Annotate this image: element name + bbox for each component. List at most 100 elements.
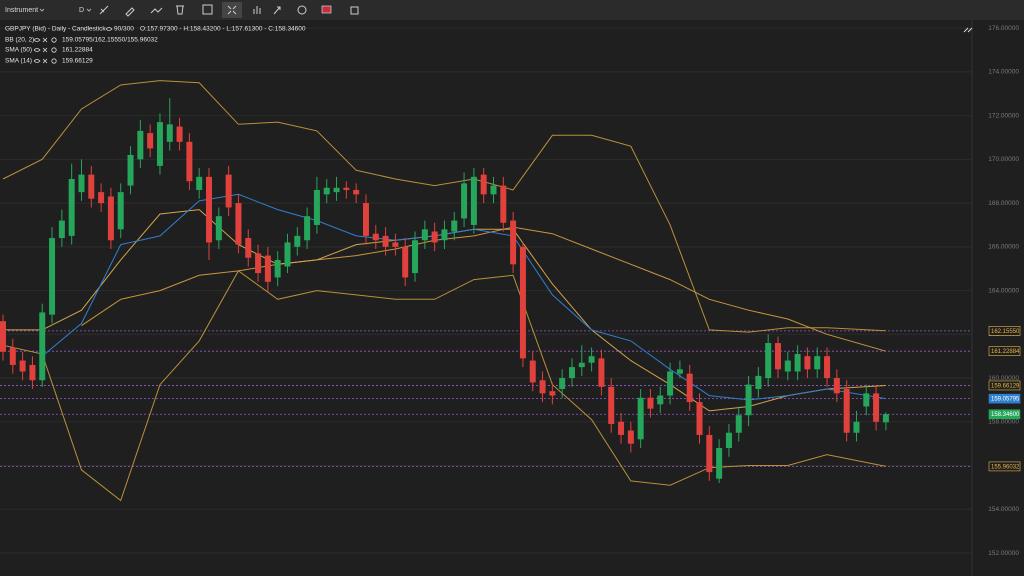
candle-body [833, 378, 840, 394]
candle-body [196, 176, 203, 190]
legend-ohlc: O:157.97300 - H:158.43200 - L:157.61300 … [140, 26, 306, 33]
price-tag-label: 162.15550 [991, 329, 1020, 335]
candle-body [863, 393, 870, 407]
trend-tool[interactable] [150, 7, 163, 14]
candle-body [98, 192, 105, 204]
legend-icons[interactable] [33, 27, 113, 64]
candle-body [745, 384, 752, 416]
plot [0, 80, 889, 502]
legend-title: GBPJPY (Bid) - Daily - Candlestick [5, 26, 106, 33]
price-tags: 152.00000154.00000156.00000158.00000160.… [988, 25, 1021, 557]
sma14-settings[interactable] [51, 58, 57, 64]
candle-body [568, 367, 575, 379]
candle-body [392, 242, 399, 247]
candle-body [608, 386, 615, 424]
y-tick-label: 152.00000 [988, 550, 1019, 557]
bb-controls[interactable] [33, 37, 48, 43]
candle-body [588, 356, 595, 363]
candle-body [804, 356, 811, 370]
candle-body [156, 122, 163, 166]
fullscreen-tool[interactable] [227, 5, 237, 15]
y-tick-label: 164.00000 [988, 287, 1019, 294]
candle-body [578, 362, 585, 368]
dropdown-arrow [86, 8, 92, 12]
timeframe-menu[interactable]: D [79, 7, 84, 14]
price-tag [988, 409, 1021, 420]
legend-sma14-value: 159.66129 [62, 58, 93, 65]
candle-body [215, 216, 222, 241]
candle-body [735, 415, 742, 433]
candle-body [274, 259, 281, 278]
layout-tool[interactable] [202, 4, 213, 15]
price-tag-label: 159.05795 [991, 397, 1020, 403]
candle-body [755, 375, 762, 389]
y-tick-label: 170.00000 [988, 156, 1019, 163]
candle-body [29, 364, 36, 381]
sma50-settings[interactable] [51, 47, 57, 53]
price-tag-label: 158.34600 [991, 412, 1020, 418]
eye-icon[interactable] [105, 27, 113, 31]
candle-body [245, 238, 252, 258]
price-tag [988, 346, 1021, 356]
candle-body [176, 126, 183, 142]
delete-tool[interactable] [176, 5, 184, 15]
legend-sma50-value: 161.22884 [62, 47, 93, 54]
y-tick-label: 160.00000 [988, 375, 1019, 382]
sma50-controls[interactable] [33, 47, 48, 53]
sma-line [81, 226, 887, 352]
candle-body [284, 242, 291, 267]
window-tool[interactable] [350, 6, 359, 15]
toolbar-icons[interactable] [99, 2, 359, 18]
candle-body [598, 358, 605, 387]
candle-body [696, 402, 703, 435]
expand-icon[interactable] [963, 27, 973, 33]
line-tool[interactable] [99, 5, 109, 15]
price-tag-label: 155.96032 [991, 464, 1020, 470]
candle-body [794, 353, 801, 372]
candle-body [353, 189, 360, 195]
candle-body [235, 203, 242, 245]
theme-tool[interactable] [297, 5, 307, 15]
candle-body [127, 154, 134, 186]
candle-body [68, 179, 75, 236]
legend-bb: BB (20, 2) [5, 37, 34, 44]
language-flag[interactable] [321, 5, 332, 14]
legend-bb-value: 159.05795/162.15550/155.96032 [62, 37, 158, 44]
candle-body [461, 183, 468, 219]
y-tick-label: 172.00000 [988, 112, 1019, 119]
indicator-tool[interactable] [253, 6, 261, 14]
price-tag [988, 326, 1021, 336]
candle-body [362, 203, 369, 236]
candle-body [206, 176, 213, 243]
bb-settings[interactable] [51, 37, 57, 43]
legend-sma14: SMA (14) [5, 58, 32, 65]
price-tag [988, 461, 1021, 472]
candle-body [686, 373, 693, 403]
ruler-tool[interactable] [125, 7, 135, 17]
sma14-controls[interactable] [33, 58, 48, 64]
instrument-menu[interactable]: Instrument [5, 7, 38, 14]
candle-body [304, 216, 311, 241]
trade-tool[interactable] [273, 6, 281, 15]
candle-body [647, 397, 654, 409]
candle-body [186, 141, 193, 182]
candle-body [706, 434, 713, 473]
candle-body [137, 130, 144, 160]
bb-lower [2, 270, 886, 502]
dropdown-arrow [39, 8, 45, 12]
candle-body [676, 369, 683, 374]
bb-upper [2, 80, 886, 333]
candle-body [627, 430, 634, 444]
toolbar [0, 0, 1024, 20]
candle-body [9, 347, 16, 365]
candle-body [421, 229, 428, 241]
candle-body [255, 253, 262, 274]
candle-body [539, 380, 546, 394]
candle-body [19, 360, 26, 372]
candle-body [294, 235, 301, 247]
candle-body [225, 174, 232, 208]
active-button[interactable] [222, 2, 242, 18]
